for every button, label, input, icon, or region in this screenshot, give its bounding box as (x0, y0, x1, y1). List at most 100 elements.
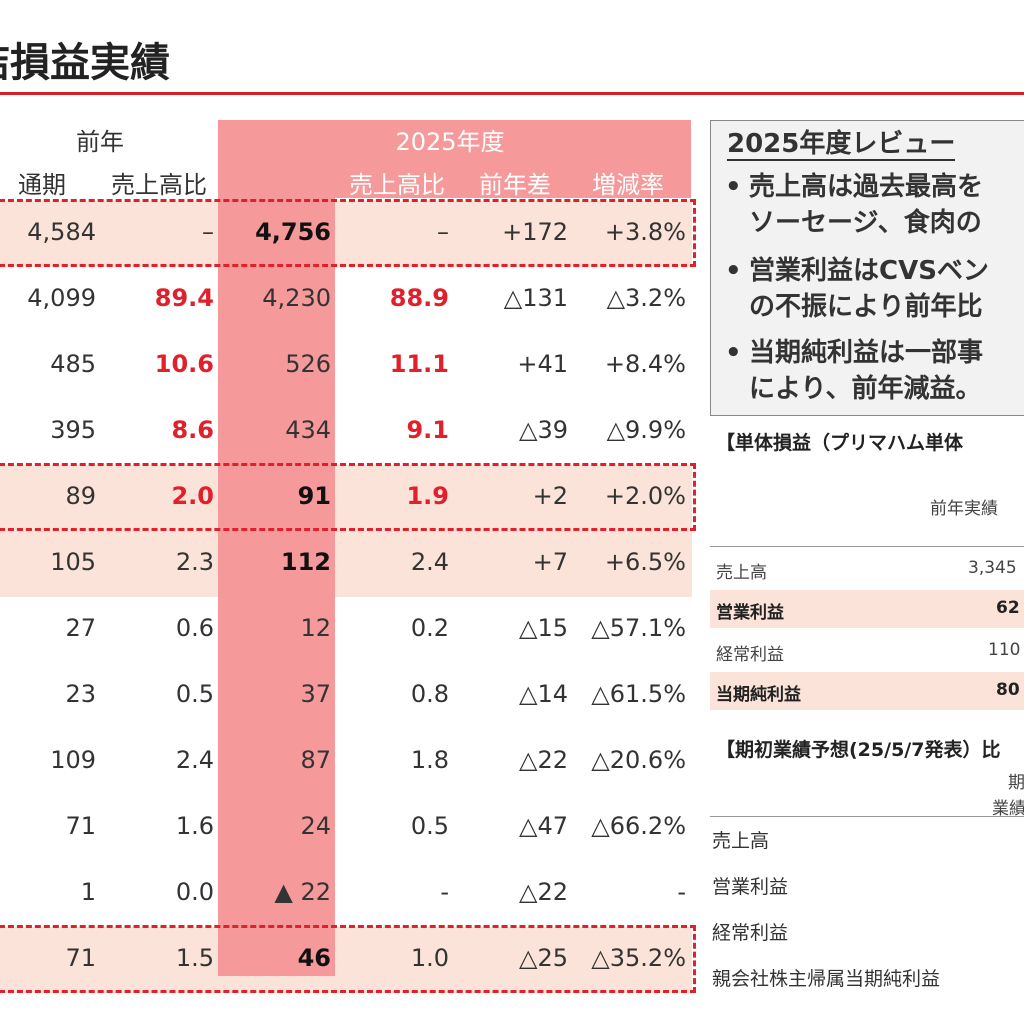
table-cell-prev-ratio: 0.5 (175, 680, 214, 708)
review-title: 2025年度レビュー (727, 129, 956, 161)
table-cell-prev-ratio: 1.6 (175, 812, 214, 840)
table-cell-cur: ▲ 22 (274, 878, 331, 906)
forecast-col-header-1: 期 (1008, 773, 1024, 793)
header-prev-full: 通期 (18, 171, 66, 199)
forecast-col-header-2: 業績 (992, 799, 1024, 819)
table-cell-rate: △20.6% (591, 746, 686, 774)
row-highlight (0, 201, 692, 267)
table-cell-cur-ratio: 0.8 (410, 680, 449, 708)
table-cell-cur-ratio: - (440, 878, 449, 906)
title-underline (0, 92, 1024, 95)
forecast-divider (710, 816, 1024, 817)
table-cell-cur-ratio: 88.9 (389, 284, 449, 312)
table-cell-prev-ratio: 2.4 (175, 746, 214, 774)
table-cell-prev-ratio: 8.6 (171, 416, 214, 444)
table-cell-diff: +172 (502, 218, 568, 246)
bullet-text: ソーセージ、食肉の (749, 208, 982, 238)
table-cell-cur-ratio: 11.1 (389, 350, 449, 378)
table-cell-diff: △25 (519, 944, 568, 972)
dashed-highlight-box (0, 199, 696, 267)
table-cell-cur: 91 (297, 482, 331, 510)
table-cell-prev: 1 (80, 878, 96, 906)
bullet-text: により、前年減益。 (749, 374, 982, 404)
table-cell-rate: +8.4% (604, 350, 686, 378)
single-divider (710, 546, 1024, 547)
single-row-label: 経常利益 (716, 645, 784, 665)
table-cell-diff: △15 (519, 614, 568, 642)
table-cell-cur: 12 (300, 614, 331, 642)
single-row-label: 売上高 (716, 563, 767, 583)
header-prev-ratio: 売上高比 (111, 171, 207, 199)
table-cell-prev-ratio: 0.6 (175, 614, 214, 642)
table-cell-cur-ratio: – (437, 218, 449, 246)
table-cell-cur-ratio: 0.5 (410, 812, 449, 840)
forecast-row-label: 経常利益 (712, 922, 789, 944)
table-cell-cur: 4,230 (262, 284, 331, 312)
table-cell-cur: 434 (285, 416, 331, 444)
single-section-title: 【単体損益（プリマハム単体 (716, 432, 964, 454)
table-cell-prev: 4,099 (27, 284, 96, 312)
table-cell-diff: +41 (517, 350, 568, 378)
table-cell-prev: 89 (65, 482, 96, 510)
table-cell-diff: △131 (503, 284, 568, 312)
table-cell-rate: +2.0% (604, 482, 686, 510)
dashed-highlight-box (0, 463, 696, 531)
table-cell-prev: 71 (65, 944, 96, 972)
single-row-value: 3,345 (968, 558, 1017, 578)
table-cell-diff: △47 (519, 812, 568, 840)
row-highlight (0, 531, 692, 597)
single-col-header: 前年実績 (930, 499, 998, 519)
review-bullet-3: • 当期純利益は一部事 により、前年減益。 (725, 335, 983, 407)
table-cell-diff: △14 (519, 680, 568, 708)
table-cell-prev-ratio: 2.3 (175, 548, 214, 576)
single-row-shade (710, 590, 1024, 628)
table-cell-cur: 526 (285, 350, 331, 378)
table-cell-diff: +2 (532, 482, 568, 510)
bullet-text: 当期純利益は一部事 (749, 338, 984, 368)
table-cell-prev: 105 (50, 548, 96, 576)
page-title: 結損益実績 (0, 40, 170, 86)
forecast-row-label: 売上高 (712, 830, 770, 852)
table-cell-diff: △22 (519, 746, 568, 774)
bullet-text: 営業利益はCVSベン (749, 256, 989, 286)
table-cell-diff: △22 (519, 878, 568, 906)
single-row-value: 110 (988, 640, 1021, 660)
review-bullet-1: • 売上高は過去最高を ソーセージ、食肉の (725, 169, 983, 241)
table-cell-rate: +3.8% (604, 218, 686, 246)
table-cell-prev-ratio: 89.4 (154, 284, 214, 312)
table-cell-cur: 87 (300, 746, 331, 774)
bullet-text: の不振により前年比 (749, 292, 983, 322)
table-cell-cur-ratio: 1.9 (406, 482, 449, 510)
table-cell-cur: 24 (300, 812, 331, 840)
header-prev-group: 前年 (76, 128, 124, 156)
bullet-dot: • (725, 172, 742, 202)
row-highlight (0, 465, 692, 531)
current-year-column-highlight (218, 120, 335, 976)
bullet-dot: • (725, 338, 742, 368)
table-cell-diff: +7 (532, 548, 568, 576)
table-cell-prev: 27 (65, 614, 96, 642)
table-cell-rate: △9.9% (606, 416, 686, 444)
single-row-label: 当期純利益 (716, 685, 801, 705)
forecast-row-label: 親会社株主帰属当期純利益 (712, 968, 941, 990)
table-cell-cur: 112 (280, 548, 331, 576)
single-row-label: 営業利益 (716, 603, 784, 623)
table-cell-rate: △61.5% (591, 680, 686, 708)
table-cell-cur: 4,756 (255, 218, 331, 246)
review-bullet-2: • 営業利益はCVSベン の不振により前年比 (725, 253, 989, 325)
table-cell-prev-ratio: 1.5 (175, 944, 214, 972)
table-cell-diff: △39 (519, 416, 568, 444)
single-row-value: 80 (996, 680, 1020, 700)
table-cell-cur: 46 (297, 944, 331, 972)
table-cell-cur-ratio: 1.8 (410, 746, 449, 774)
forecast-row-label: 営業利益 (712, 876, 789, 898)
table-cell-rate: +6.5% (604, 548, 686, 576)
single-row-shade (710, 672, 1024, 710)
table-cell-prev: 485 (50, 350, 96, 378)
table-cell-prev: 109 (50, 746, 96, 774)
dashed-highlight-box (0, 925, 696, 993)
forecast-section-title: 【期初業績予想(25/5/7発表）比 (716, 739, 1001, 761)
header-cur-ratio: 売上高比 (349, 171, 445, 199)
table-cell-cur-ratio: 9.1 (406, 416, 449, 444)
table-cell-cur-ratio: 2.4 (410, 548, 449, 576)
